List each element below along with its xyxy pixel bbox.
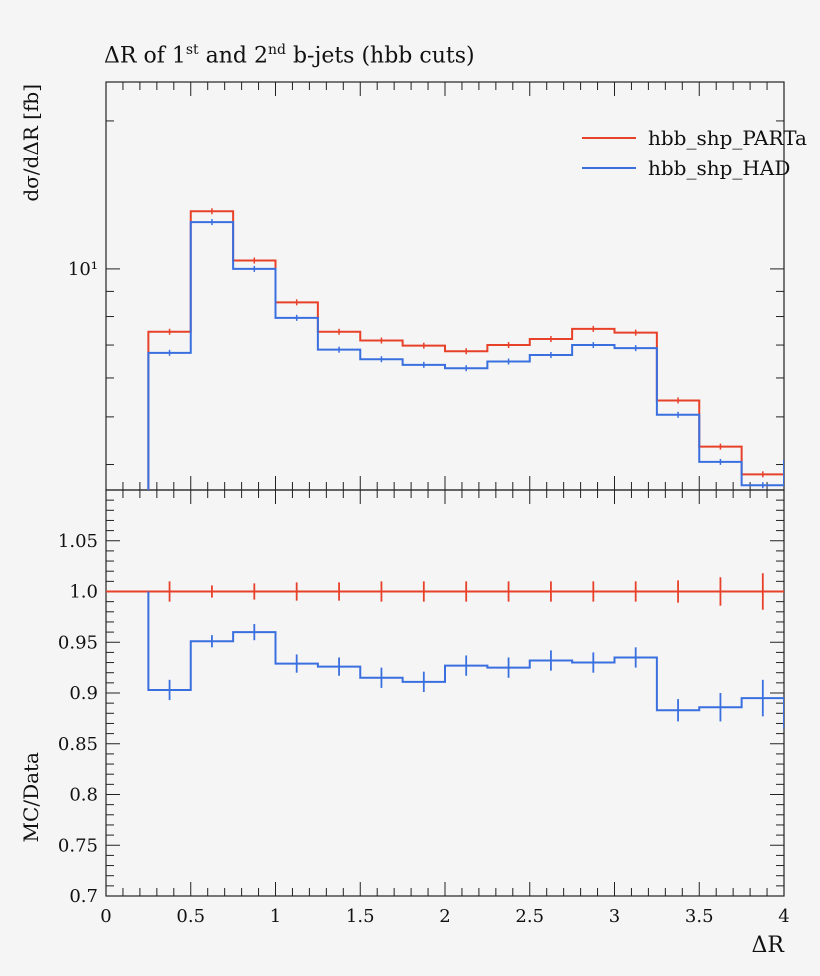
ratio-y-tick-label: 0.7 — [69, 886, 98, 907]
ratio-x-tick-label: 0.5 — [176, 906, 205, 927]
ratio-plot-frame — [105, 489, 785, 897]
ratio-x-tick-label: 0 — [100, 906, 111, 927]
title-part-pre: ΔR of 1 — [104, 43, 186, 69]
ratio-y-axis-label: MC/Data — [19, 752, 43, 843]
chart-title: ΔR of 1st and 2nd b-jets (hbb cuts) — [104, 42, 475, 68]
ratio-y-tick-label: 1.05 — [58, 531, 98, 552]
title-sup-2: nd — [268, 42, 286, 58]
ratio-x-axis-label: ΔR — [752, 933, 786, 958]
ratio-series-group-1 — [147, 591, 784, 729]
ratio-x-tick-label: 1 — [270, 906, 281, 927]
main-series-group-1 — [147, 219, 784, 490]
title-part-post: b-jets (hbb cuts) — [285, 43, 475, 69]
main-y-tick-label: 10¹ — [68, 259, 98, 280]
ratio-y-tick-label: 0.95 — [58, 632, 98, 653]
ratio-x-tick-label: 2 — [439, 906, 450, 927]
ratio-y-tick-label: 0.8 — [69, 785, 98, 806]
main-y-axis-label: dσ/dΔR [fb] — [19, 84, 43, 202]
title-part-mid: and 2 — [198, 43, 268, 69]
ratio-y-tick-label: 0.85 — [58, 734, 98, 755]
legend-label-1: hbb_shp_HAD — [648, 156, 790, 180]
main-series-group-0 — [147, 208, 784, 490]
ratio-x-tick-label: 3.5 — [685, 906, 714, 927]
main-series-line-hbb_shp_HAD — [147, 221, 784, 490]
ratio-y-tick-label: 0.9 — [69, 683, 98, 704]
ratio-series-group-0 — [106, 573, 784, 610]
ratio-x-tick-label: 2.5 — [515, 906, 544, 927]
ratio-y-tick-label: 1.0 — [69, 582, 98, 603]
ratio-y-tick-label: 0.75 — [58, 835, 98, 856]
ratio-x-tick-label: 3 — [609, 906, 620, 927]
title-sup-1: st — [185, 42, 199, 58]
ratio-x-tick-label: 1.5 — [346, 906, 375, 927]
legend-label-0: hbb_shp_PARTa — [648, 126, 807, 150]
ratio-x-tick-label: 4 — [778, 906, 789, 927]
